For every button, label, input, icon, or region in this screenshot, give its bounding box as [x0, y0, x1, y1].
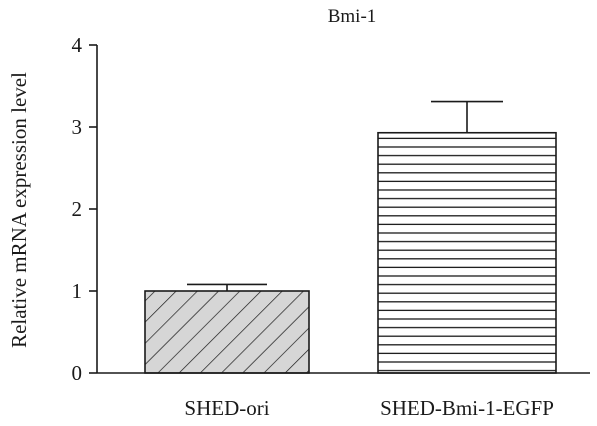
bars — [144, 131, 557, 374]
y-tick-label: 0 — [72, 361, 83, 385]
bar-2 — [377, 131, 557, 374]
y-axis-label: Relative mRNA expression level — [7, 72, 31, 348]
y-axis-ticks: 0 1 2 3 4 — [72, 33, 97, 385]
bar-1 — [144, 290, 310, 374]
chart-title: Bmi-1 — [328, 6, 377, 27]
y-tick-label: 3 — [72, 115, 83, 139]
error-bars — [187, 100, 503, 291]
y-tick-label: 2 — [72, 197, 83, 221]
y-tick-label: 1 — [72, 279, 83, 303]
x-tick-label: SHED-ori — [184, 396, 269, 420]
y-tick-label: 4 — [72, 33, 83, 57]
x-axis-labels: SHED-ori SHED-Bmi-1-EGFP — [184, 396, 554, 420]
x-tick-label: SHED-Bmi-1-EGFP — [380, 396, 554, 420]
